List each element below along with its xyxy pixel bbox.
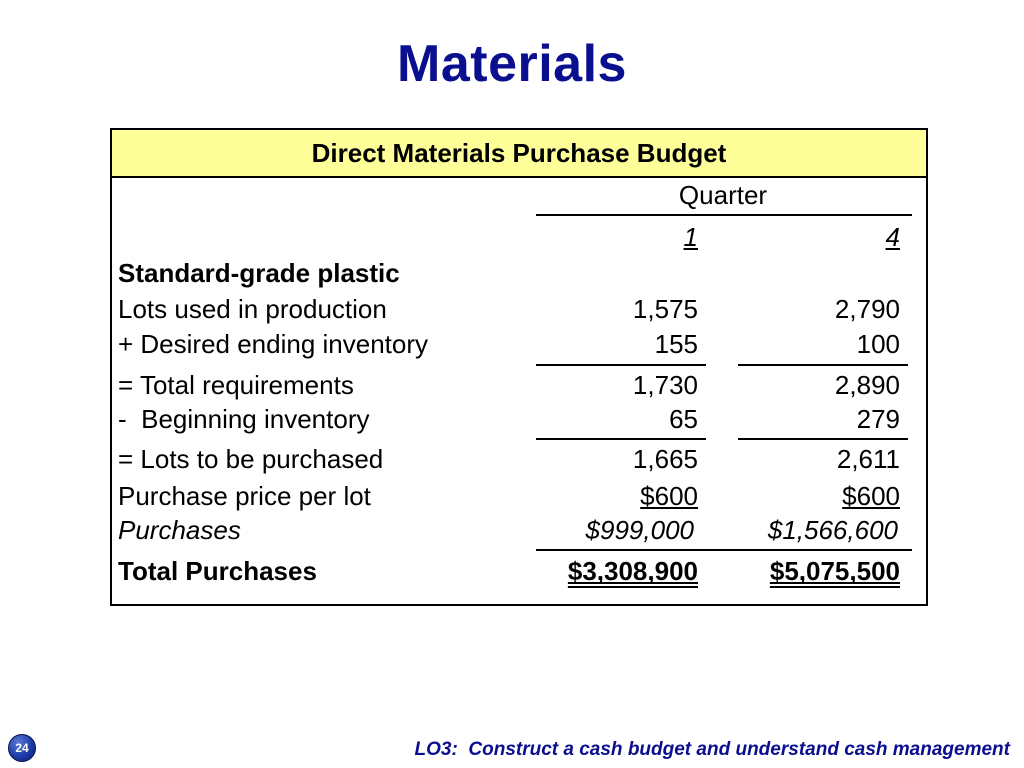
cell-total-purchases-q1: $3,308,900 — [567, 556, 698, 586]
cell-total-requirements-q4: 2,890 — [834, 370, 900, 400]
cell-lots-to-be-purchased-q1: 1,665 — [632, 444, 698, 474]
cell-purchases-q1: $999,000 — [585, 515, 694, 545]
quarter-group-label: Quarter — [678, 180, 768, 210]
page-number-badge: 24 — [8, 734, 36, 762]
section-label: Standard-grade plastic — [118, 258, 400, 288]
cell-desired-ending-inventory-q4: 100 — [856, 329, 900, 359]
cell-lots-to-be-purchased-q4: 2,611 — [836, 444, 900, 474]
budget-table: Direct Materials Purchase Budget Quarter… — [110, 128, 928, 606]
subtotal-rule-q1 — [536, 364, 706, 366]
cell-beginning-inventory-q1: 65 — [669, 404, 698, 434]
cell-total-purchases-q4: $5,075,500 — [769, 556, 900, 586]
quarter-rule — [536, 214, 912, 216]
row-label-lots-used: Lots used in production — [118, 294, 387, 324]
row-label-total-purchases: Total Purchases — [118, 556, 317, 586]
row-label-lots-to-be-purchased: = Lots to be purchased — [118, 444, 384, 474]
learning-objective-footer: LO3: Construct a cash budget and underst… — [414, 739, 1010, 760]
column-header-quarter-1: 1 — [683, 222, 698, 252]
cell-lots-used-q4: 2,790 — [834, 294, 900, 324]
cell-total-requirements-q1: 1,730 — [632, 370, 698, 400]
row-label-beginning-inventory: - Beginning inventory — [118, 404, 370, 434]
budget-table-header: Direct Materials Purchase Budget — [112, 130, 926, 178]
subtotal-rule-q4 — [738, 364, 908, 366]
row-label-purchase-price-per-lot: Purchase price per lot — [118, 481, 371, 511]
column-header-quarter-4: 4 — [885, 222, 900, 252]
cell-purchase-price-q4: $600 — [842, 481, 900, 511]
row-label-total-requirements: = Total requirements — [118, 370, 354, 400]
cell-lots-used-q1: 1,575 — [632, 294, 698, 324]
row-label-purchases: Purchases — [118, 515, 241, 545]
cell-purchase-price-q1: $600 — [640, 481, 698, 511]
cell-desired-ending-inventory-q1: 155 — [654, 329, 698, 359]
cell-purchases-q4: $1,566,600 — [767, 515, 898, 545]
row-label-desired-ending-inventory: + Desired ending inventory — [118, 329, 429, 359]
subtotal-rule-2-q1 — [536, 438, 706, 440]
slide-title: Materials — [397, 35, 627, 93]
cell-beginning-inventory-q4: 279 — [856, 404, 900, 434]
total-rule — [536, 549, 912, 551]
subtotal-rule-2-q4 — [738, 438, 908, 440]
